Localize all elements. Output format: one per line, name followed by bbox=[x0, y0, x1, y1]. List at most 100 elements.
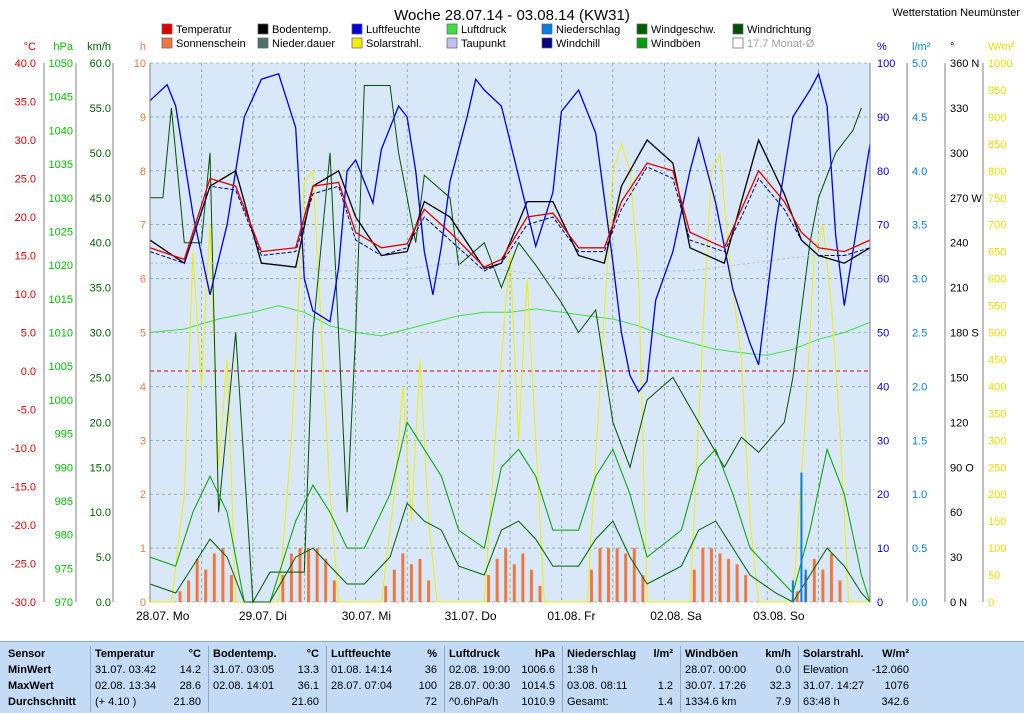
sunshine-bar bbox=[632, 548, 636, 602]
legend: Temperatur Sonnenschein Bodentemp. Nieder.d… bbox=[161, 23, 815, 50]
humidity-tick-label: 50 bbox=[877, 328, 889, 340]
pressure-tick-label: 975 bbox=[55, 563, 73, 575]
stats-row: 01.08. 14:14 36 bbox=[331, 664, 437, 676]
stats-column: Bodentemp. °C 31.07. 03:05 13.3 02.08. 14:01… bbox=[208, 646, 325, 712]
sunshine-bar bbox=[529, 569, 533, 602]
stats-column: Luftdruck hPa 02.08. 19:00 1006.6 28.07. 00:… bbox=[444, 646, 561, 712]
legend-swatch bbox=[161, 23, 173, 35]
wind-tick-label: 60.0 bbox=[90, 58, 111, 70]
stats-row: 02.08. 14:01 36.1 bbox=[213, 680, 319, 692]
direction-tick-label: 210 bbox=[950, 283, 968, 295]
direction-tick-label: 60 bbox=[950, 507, 962, 519]
sunshine-tick-label: 7 bbox=[140, 220, 146, 232]
solar-tick-label: 0 bbox=[988, 597, 994, 609]
legend-swatch bbox=[351, 37, 363, 49]
wind-tick-label: 20.0 bbox=[90, 417, 111, 429]
stats-column: Temperatur °C 31.07. 03:42 14.2 02.08. 13:34… bbox=[90, 646, 207, 712]
pressure-tick-label: 1025 bbox=[49, 226, 73, 238]
solar-tick-label: 50 bbox=[988, 570, 1000, 582]
statistics-table: Sensor MinWert MaxWert Durchschnitt Temperat… bbox=[0, 641, 1024, 713]
legend-swatch bbox=[636, 37, 648, 49]
direction-tick-label: 360 N bbox=[950, 58, 979, 70]
temp-tick-label: 20.0 bbox=[15, 212, 36, 224]
stats-row: 31.07. 03:42 14.2 bbox=[95, 664, 201, 676]
legend-label: Windböen bbox=[651, 38, 701, 50]
wind-tick-label: 0.0 bbox=[96, 597, 111, 609]
temp-tick-label: -30.0 bbox=[11, 597, 36, 609]
pressure-tick-label: 1050 bbox=[49, 58, 73, 70]
pressure-tick-label: 985 bbox=[55, 496, 73, 508]
solar-tick-label: 900 bbox=[988, 112, 1006, 124]
stats-row: (+ 4.10 ) 21.80 bbox=[95, 696, 201, 708]
sunshine-bar bbox=[829, 553, 833, 602]
sunshine-bar bbox=[701, 548, 705, 602]
wind-tick-label: 25.0 bbox=[90, 372, 111, 384]
legend-label: Windgeschw. bbox=[651, 24, 716, 36]
sunshine-bar bbox=[641, 575, 645, 602]
stats-row: 1:38 h bbox=[567, 664, 598, 676]
day-label: 03.08. So bbox=[753, 609, 805, 623]
solar-tick-label: 750 bbox=[988, 193, 1006, 205]
wind-unit-label: km/h bbox=[87, 41, 111, 53]
solar-tick-label: 150 bbox=[988, 516, 1006, 528]
axes: 40.035.030.025.020.015.010.05.00.0-5.0-1… bbox=[11, 41, 1015, 623]
sunshine-bar bbox=[401, 553, 405, 602]
humidity-tick-label: 100 bbox=[877, 58, 895, 70]
stats-row: 21.60 bbox=[291, 696, 319, 708]
direction-tick-label: 90 O bbox=[950, 462, 974, 474]
solar-unit-label: W/m² bbox=[988, 41, 1015, 53]
sunshine-bar bbox=[589, 569, 593, 602]
day-label: 31.07. Do bbox=[445, 609, 497, 623]
stats-row: Durchschnitt bbox=[8, 696, 76, 708]
sunshine-tick-label: 8 bbox=[140, 166, 146, 178]
sunshine-bar bbox=[795, 591, 799, 602]
pressure-tick-label: 1040 bbox=[49, 125, 73, 137]
legend-swatch bbox=[541, 37, 553, 49]
solar-tick-label: 250 bbox=[988, 462, 1006, 474]
sunshine-tick-label: 5 bbox=[140, 328, 146, 340]
sunshine-bar bbox=[332, 580, 336, 602]
stats-column: Luftfeuchte% 01.08. 14:14 36 28.07. 07:04 10… bbox=[326, 646, 443, 712]
stats-row: 63:48 h 342.6 bbox=[803, 696, 909, 708]
direction-unit-label: ° bbox=[950, 41, 954, 53]
humidity-tick-label: 60 bbox=[877, 274, 889, 286]
sunshine-tick-label: 3 bbox=[140, 435, 146, 447]
stats-row: 28.07. 00:00 0.0 bbox=[685, 664, 791, 676]
solar-tick-label: 850 bbox=[988, 139, 1006, 151]
temp-tick-label: 10.0 bbox=[15, 289, 36, 301]
sunshine-bar bbox=[409, 564, 413, 602]
solar-tick-label: 800 bbox=[988, 166, 1006, 178]
sunshine-bar bbox=[427, 580, 431, 602]
humidity-tick-label: 10 bbox=[877, 543, 889, 555]
temp-tick-label: -15.0 bbox=[11, 482, 36, 494]
pressure-unit-label: hPa bbox=[53, 41, 73, 53]
sunshine-bar bbox=[607, 548, 611, 602]
humidity-tick-label: 70 bbox=[877, 220, 889, 232]
pressure-tick-label: 1015 bbox=[49, 294, 73, 306]
pressure-tick-label: 1010 bbox=[49, 328, 73, 340]
rain-tick-label: 5.0 bbox=[912, 58, 927, 70]
temp-tick-label: 15.0 bbox=[15, 251, 36, 263]
day-label: 02.08. Sa bbox=[650, 609, 702, 623]
wind-tick-label: 15.0 bbox=[90, 462, 111, 474]
legend-label: Bodentemp. bbox=[272, 24, 331, 36]
stats-column: Solarstrahl. W/m² Elevation -12.060 31.07. 1… bbox=[798, 646, 915, 712]
solar-tick-label: 500 bbox=[988, 328, 1006, 340]
stats-row: 02.08. 19:00 1006.6 bbox=[449, 664, 555, 676]
wind-tick-label: 5.0 bbox=[96, 552, 111, 564]
sunshine-bar bbox=[315, 548, 319, 602]
solar-tick-label: 600 bbox=[988, 274, 1006, 286]
legend-item: Bodentemp. bbox=[257, 23, 331, 36]
solar-tick-label: 400 bbox=[988, 381, 1006, 393]
sunshine-tick-label: 6 bbox=[140, 274, 146, 286]
sunshine-bar bbox=[735, 564, 739, 602]
legend-swatch bbox=[636, 23, 648, 35]
rain-tick-label: 4.0 bbox=[912, 166, 927, 178]
sunshine-unit-label: h bbox=[140, 41, 146, 53]
legend-item: Temperatur bbox=[161, 23, 232, 36]
legend-item: Windgeschw. bbox=[636, 23, 716, 36]
sunshine-bar bbox=[487, 575, 491, 602]
pressure-tick-label: 1035 bbox=[49, 159, 73, 171]
stats-row: ^0.6hPa/h 1010.9 bbox=[449, 696, 555, 708]
stats-row: 31.07. 03:05 13.3 bbox=[213, 664, 319, 676]
